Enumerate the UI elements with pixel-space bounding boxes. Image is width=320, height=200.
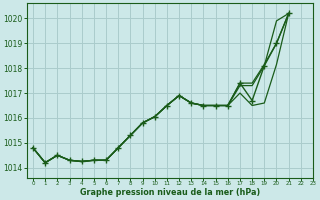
X-axis label: Graphe pression niveau de la mer (hPa): Graphe pression niveau de la mer (hPa) bbox=[80, 188, 260, 197]
